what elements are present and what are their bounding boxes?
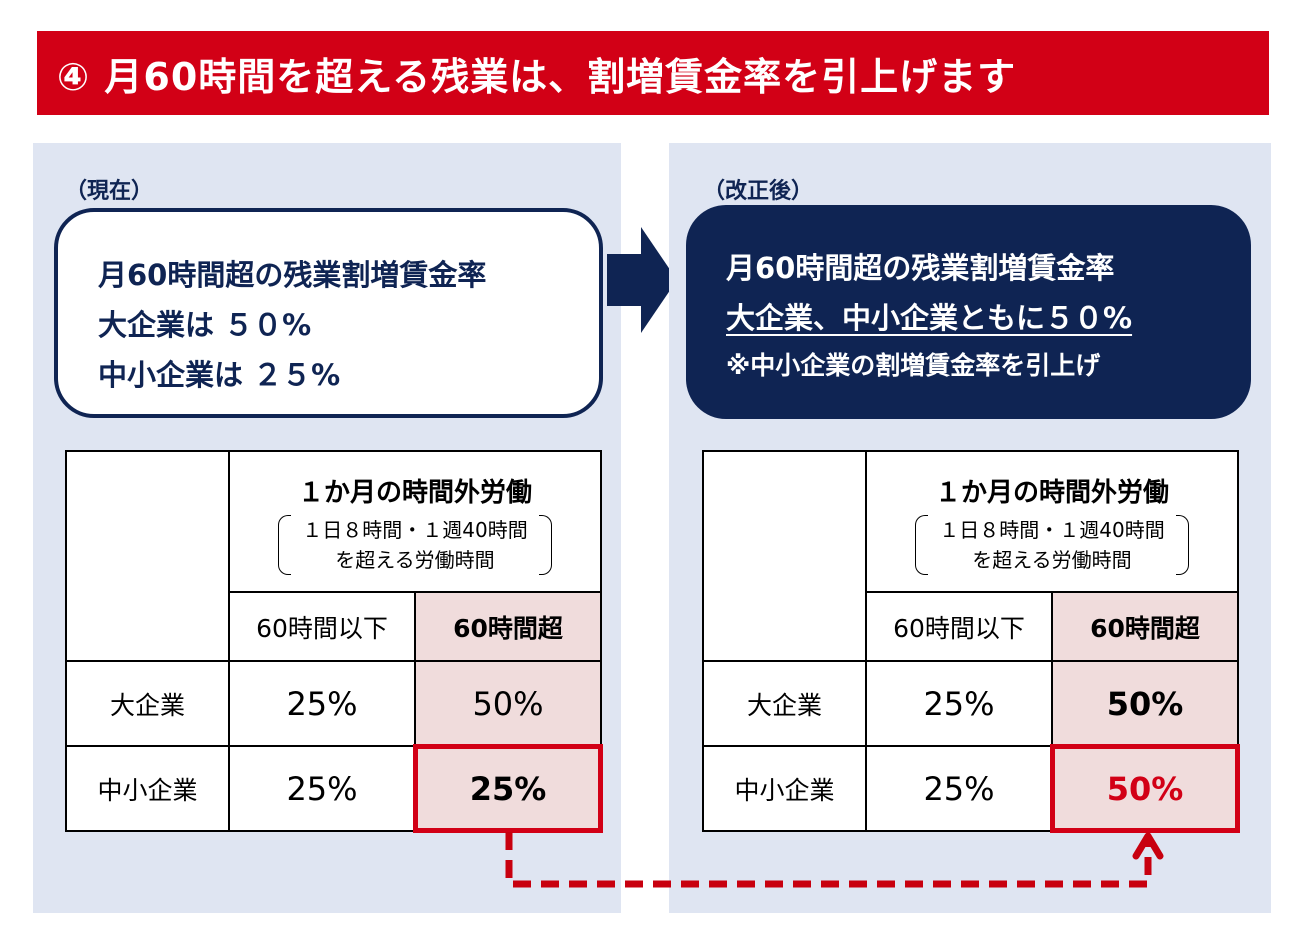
header-title: １か月の時間外労働 bbox=[297, 478, 532, 508]
table-header: １か月の時間外労働 １日８時間・１週40時間 を超える労働時間 bbox=[228, 450, 602, 593]
current-sme-rate: 中小企業は ２５% bbox=[98, 358, 341, 392]
current-label: （現在） bbox=[65, 179, 154, 204]
rate-cell: 50% bbox=[414, 660, 602, 747]
table-corner bbox=[65, 450, 230, 662]
current-panel: （現在） 月60時間超の残業割増賃金率 大企業は ５０% 中小企業は ２５% １… bbox=[33, 143, 621, 913]
revised-summary-heading: 月60時間超の残業割増賃金率 bbox=[726, 251, 1115, 285]
row-label: 大企業 bbox=[65, 660, 230, 747]
table-row: 大企業 25% 50% bbox=[702, 660, 1239, 747]
revised-summary-box: 月60時間超の残業割増賃金率 大企業、中小企業ともに５０% ※中小企業の割増賃金… bbox=[686, 205, 1251, 419]
rate-cell: 25% bbox=[228, 660, 416, 747]
current-summary-heading: 月60時間超の残業割増賃金率 bbox=[98, 258, 487, 292]
page-title: ④ 月60時間を超える残業は、割増賃金率を引上げます bbox=[37, 31, 1269, 115]
current-large-rate: 大企業は ５０% bbox=[98, 308, 312, 342]
current-summary-box: 月60時間超の残業割増賃金率 大企業は ５０% 中小企業は ２５% bbox=[54, 208, 603, 418]
col-under60: 60時間以下 bbox=[865, 591, 1053, 662]
highlighted-rate-cell: 50% bbox=[1050, 744, 1240, 833]
table-row: 大企業 25% 50% bbox=[65, 660, 602, 747]
highlighted-rate-cell: 25% bbox=[413, 744, 603, 833]
revised-rate-table: １か月の時間外労働 １日８時間・１週40時間 を超える労働時間 60時間以下 6… bbox=[702, 450, 1240, 833]
row-label: 中小企業 bbox=[702, 745, 867, 832]
row-label: 中小企業 bbox=[65, 745, 230, 832]
revised-label: （改正後） bbox=[703, 179, 814, 204]
rate-cell: 25% bbox=[228, 745, 416, 832]
col-over60: 60時間超 bbox=[1051, 591, 1239, 662]
current-rate-table: １か月の時間外労働 １日８時間・１週40時間 を超える労働時間 60時間以下 6… bbox=[65, 450, 603, 833]
rate-cell: 25% bbox=[865, 660, 1053, 747]
col-under60: 60時間以下 bbox=[228, 591, 416, 662]
header-title: １か月の時間外労働 bbox=[934, 478, 1169, 508]
revised-note: ※中小企業の割増賃金率を引上げ bbox=[726, 351, 1101, 380]
rate-cell: 25% bbox=[865, 745, 1053, 832]
revised-panel: （改正後） 月60時間超の残業割増賃金率 大企業、中小企業ともに５０% ※中小企… bbox=[669, 143, 1271, 913]
table-row: 中小企業 25% 50% bbox=[702, 744, 1240, 833]
header-note: １日８時間・１週40時間 を超える労働時間 bbox=[278, 515, 553, 575]
header-note: １日８時間・１週40時間 を超える労働時間 bbox=[915, 515, 1190, 575]
rate-cell: 50% bbox=[1051, 660, 1239, 747]
table-corner bbox=[702, 450, 867, 662]
revised-rate: 大企業、中小企業ともに５０% bbox=[726, 301, 1133, 335]
table-header: １か月の時間外労働 １日８時間・１週40時間 を超える労働時間 bbox=[865, 450, 1239, 593]
table-row: 中小企業 25% 25% bbox=[65, 744, 603, 833]
row-label: 大企業 bbox=[702, 660, 867, 747]
col-over60: 60時間超 bbox=[414, 591, 602, 662]
